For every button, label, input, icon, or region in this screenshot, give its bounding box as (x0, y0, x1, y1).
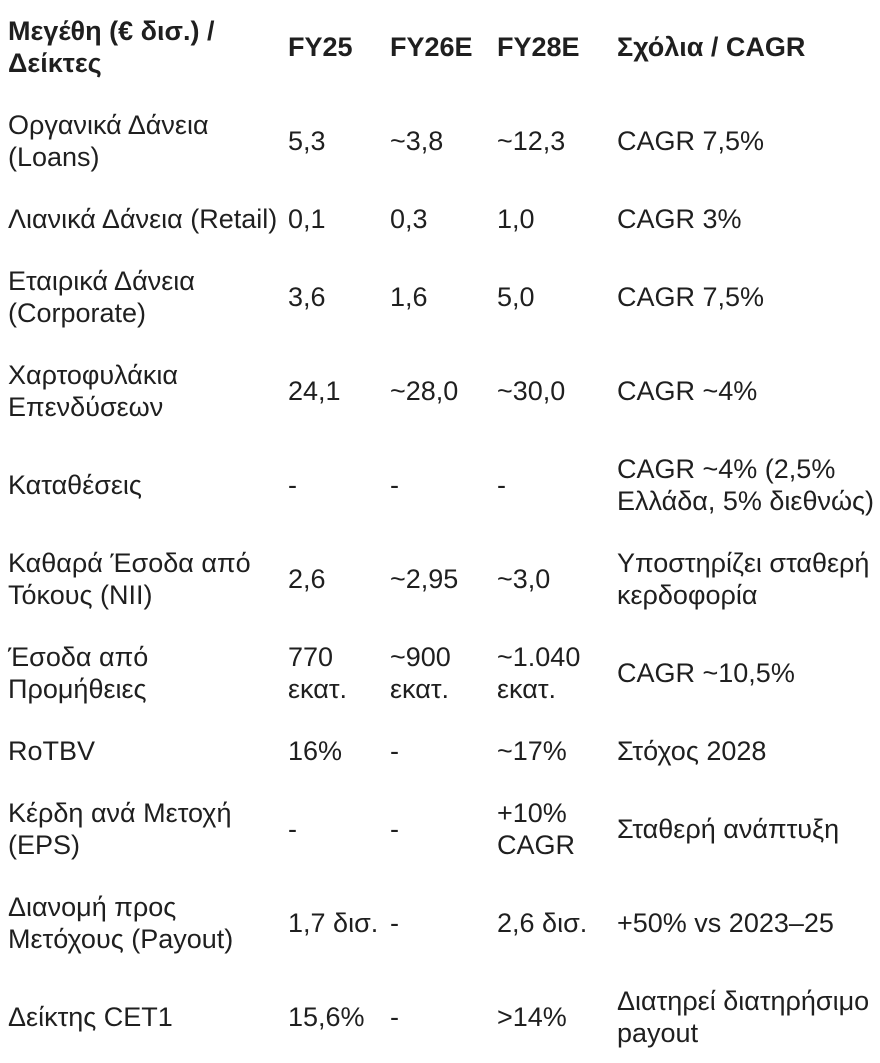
fy25-value: - (288, 470, 297, 500)
fy26e-value: - (390, 470, 399, 500)
comment-value: CAGR ~4% (2,5% Ελλάδα, 5% διεθνώς) (617, 454, 875, 516)
fy26e-value: ~3,8 (390, 126, 444, 156)
comment-value: Υποστηρίζει σταθερή κερδοφορία (617, 548, 870, 610)
row-label: Εταιρικά Δάνεια (Corporate) (8, 266, 195, 328)
fy28e-value: ~30,0 (497, 376, 566, 406)
header-row: Μεγέθη (€ δισ.) / Δείκτες FY25 FY26E FY2… (0, 0, 880, 94)
comment-value: +50% vs 2023–25 (617, 908, 834, 938)
row-label: Έσοδα από Προμήθειες (8, 642, 149, 704)
row-label: Λιανικά Δάνεια (Retail) (8, 204, 278, 234)
fy26e-value: ~2,95 (390, 564, 459, 594)
row-label: Οργανικά Δάνεια (Loans) (8, 110, 209, 172)
table-row-corporate-loans: Εταιρικά Δάνεια (Corporate) 3,6 1,6 5,0 … (0, 250, 880, 344)
comment-value: CAGR ~4% (617, 376, 758, 406)
fy28e-value: +10% CAGR (497, 798, 576, 860)
table-row-retail-loans: Λιανικά Δάνεια (Retail) 0,1 0,3 1,0 CAGR… (0, 188, 880, 250)
row-label: RoTBV (8, 736, 96, 766)
fy25-value: 15,6% (288, 1002, 365, 1032)
table-row-investment-portfolios: Χαρτοφυλάκια Επενδύσεων 24,1 ~28,0 ~30,0… (0, 344, 880, 438)
table-row-payout: Διανομή προς Μετόχους (Payout) 1,7 δισ. … (0, 876, 880, 970)
column-header-fy28e: FY28E (497, 32, 580, 62)
fy28e-value: ~1.040 εκατ. (497, 642, 581, 704)
fy25-value: - (288, 814, 297, 844)
table-row-nii: Καθαρά Έσοδα από Τόκους (NII) 2,6 ~2,95 … (0, 532, 880, 626)
fy28e-value: 1,0 (497, 204, 535, 234)
table-row-deposits: Καταθέσεις - - - CAGR ~4% (2,5% Ελλάδα, … (0, 438, 880, 532)
fy26e-value: 1,6 (390, 282, 428, 312)
row-label: Καθαρά Έσοδα από Τόκους (NII) (8, 548, 251, 610)
fy25-value: 24,1 (288, 376, 341, 406)
fy25-value: 0,1 (288, 204, 326, 234)
fy26e-value: - (390, 736, 399, 766)
fy25-value: 5,3 (288, 126, 326, 156)
fy28e-value: >14% (497, 1002, 567, 1032)
comment-value: CAGR ~10,5% (617, 658, 795, 688)
fy25-value: 3,6 (288, 282, 326, 312)
fy25-value: 16% (288, 736, 343, 766)
fy26e-value: - (390, 814, 399, 844)
row-label: Καταθέσεις (8, 470, 142, 500)
column-header-fy26e: FY26E (390, 32, 473, 62)
table-row-eps: Κέρδη ανά Μετοχή (EPS) - - +10% CAGR Στα… (0, 782, 880, 876)
fy26e-value: ~900 εκατ. (390, 642, 451, 704)
row-label: Κέρδη ανά Μετοχή (EPS) (8, 798, 232, 860)
fy28e-value: ~3,0 (497, 564, 551, 594)
column-header-fy25: FY25 (288, 32, 353, 62)
fy25-value: 770 εκατ. (288, 642, 347, 704)
table-row-organic-loans: Οργανικά Δάνεια (Loans) 5,3 ~3,8 ~12,3 C… (0, 94, 880, 188)
comment-value: CAGR 7,5% (617, 126, 765, 156)
fy28e-value: - (497, 470, 506, 500)
fy25-value: 2,6 (288, 564, 326, 594)
fy26e-value: - (390, 908, 399, 938)
comment-value: CAGR 7,5% (617, 282, 765, 312)
comment-value: CAGR 3% (617, 204, 742, 234)
row-label: Χαρτοφυλάκια Επενδύσεων (8, 360, 178, 422)
fy25-value: 1,7 δισ. (288, 908, 379, 938)
comment-value: Σταθερή ανάπτυξη (617, 814, 840, 844)
column-header-comments: Σχόλια / CAGR (617, 32, 806, 62)
fy28e-value: 5,0 (497, 282, 535, 312)
fy28e-value: ~17% (497, 736, 567, 766)
fy26e-value: - (390, 1002, 399, 1032)
fy28e-value: 2,6 δισ. (497, 908, 588, 938)
table-row-fee-income: Έσοδα από Προμήθειες 770 εκατ. ~900 εκατ… (0, 626, 880, 720)
row-label: Διανομή προς Μετόχους (Payout) (8, 892, 234, 954)
table-row-cet1: Δείκτης CET1 15,6% - >14% Διατηρεί διατη… (0, 970, 880, 1063)
fy26e-value: ~28,0 (390, 376, 459, 406)
comment-value: Στόχος 2028 (617, 736, 767, 766)
fy28e-value: ~12,3 (497, 126, 566, 156)
comment-value: Διατηρεί διατηρήσιμο payout (617, 986, 870, 1048)
row-label: Δείκτης CET1 (8, 1002, 173, 1032)
column-header-metrics: Μεγέθη (€ δισ.) / Δείκτες (8, 16, 215, 78)
table-row-rotbv: RoTBV 16% - ~17% Στόχος 2028 (0, 720, 880, 782)
fy26e-value: 0,3 (390, 204, 428, 234)
